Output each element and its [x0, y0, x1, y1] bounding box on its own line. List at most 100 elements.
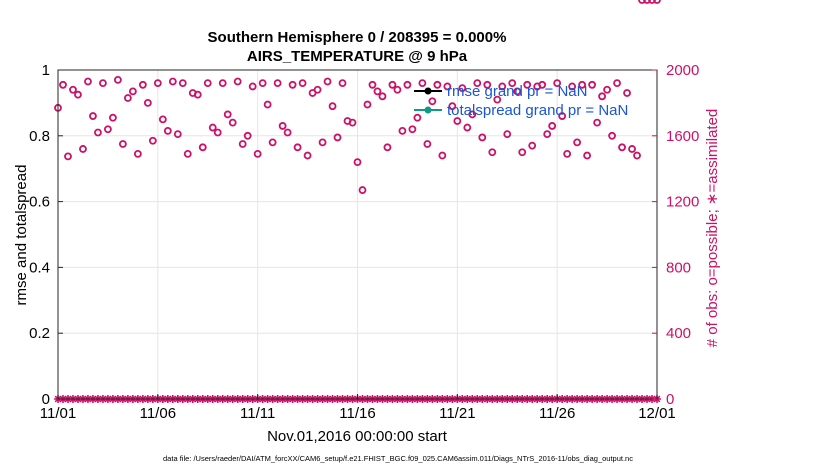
possible-obs-point — [603, 85, 611, 94]
possible-obs-point — [183, 149, 192, 158]
possible-obs-point — [163, 126, 172, 135]
possible-obs-point — [568, 82, 577, 91]
possible-obs-point — [133, 149, 142, 158]
possible-obs-point — [128, 87, 137, 96]
possible-obs-point — [353, 158, 362, 167]
possible-obs-point — [623, 89, 631, 97]
possible-obs-point — [513, 87, 522, 96]
possible-obs-point — [99, 79, 107, 88]
possible-obs-point — [523, 80, 532, 89]
possible-obs-point — [104, 125, 112, 134]
possible-obs-point — [398, 126, 407, 135]
x-tick-label: 11/06 — [140, 405, 176, 422]
possible-obs-point — [153, 79, 162, 88]
possible-obs-point — [74, 90, 82, 99]
possible-obs-point — [203, 79, 212, 88]
possible-obs-point — [518, 148, 527, 157]
x-tick-label: 11/11 — [240, 405, 275, 422]
y-left-tick-label: 1 — [42, 62, 50, 79]
possible-obs-point — [403, 80, 412, 89]
possible-obs-point — [333, 133, 342, 142]
legend-rmse-marker — [424, 87, 432, 95]
possible-obs-point — [428, 97, 437, 106]
x-tick-label: 11/01 — [40, 405, 76, 422]
possible-obs-point — [318, 138, 327, 147]
possible-obs-point — [573, 138, 582, 147]
possible-obs-point — [593, 118, 601, 127]
possible-obs-point — [563, 149, 572, 158]
y-right-tick-label: 1200 — [666, 194, 699, 211]
possible-obs-point — [628, 145, 636, 153]
possible-obs-point — [498, 82, 507, 91]
possible-obs-point — [558, 112, 567, 120]
possible-obs-point — [578, 80, 587, 89]
possible-obs-point — [278, 122, 287, 130]
possible-obs-point — [418, 79, 427, 88]
possible-obs-point — [373, 87, 382, 96]
possible-obs-point — [598, 92, 606, 101]
possible-obs-point — [59, 80, 67, 89]
possible-obs-point — [148, 136, 157, 145]
possible-obs-point — [488, 148, 497, 157]
possible-obs-point — [453, 117, 462, 125]
possible-obs-point — [553, 79, 562, 88]
possible-obs-point — [608, 131, 616, 140]
possible-obs-point — [583, 151, 592, 160]
legend-rmse-label: rmse grand pr = NaN — [447, 83, 587, 100]
possible-obs-point — [588, 80, 597, 89]
possible-obs-point — [293, 143, 302, 152]
possible-obs-point — [328, 102, 337, 111]
legend-totalspread-label: totalspread grand pr = NaN — [447, 102, 628, 119]
possible-obs-point — [178, 79, 187, 88]
possible-obs-point — [114, 75, 122, 84]
possible-obs-point — [543, 130, 552, 139]
tick-labels: 0 0.2 0.4 0.6 0.8 1 0 400 800 1200 1600 2000 11/01 11… — [29, 62, 699, 422]
possible-obs-point — [613, 79, 621, 88]
y-left-tick-label: 0.2 — [29, 325, 50, 342]
possible-obs-point — [263, 100, 272, 109]
possible-obs-point — [283, 128, 292, 137]
possible-obs-point — [118, 140, 127, 148]
possible-obs-point — [253, 149, 262, 158]
possible-obs-point — [268, 138, 277, 147]
possible-obs-point — [438, 151, 447, 160]
x-axis-label: Nov.01,2016 00:00:00 start — [267, 428, 448, 445]
y-right-tick-label: 800 — [666, 259, 691, 276]
possible-obs-point — [233, 77, 242, 86]
possible-obs-point — [653, 0, 661, 4]
possible-obs-point — [448, 102, 457, 111]
possible-obs-point — [388, 80, 397, 89]
possible-obs-point — [123, 94, 132, 102]
legend: rmse grand pr = NaN totalspread grand pr… — [414, 83, 628, 119]
possible-obs-point — [508, 79, 517, 88]
possible-obs-point — [64, 152, 72, 161]
possible-obs-point — [313, 85, 322, 94]
y-right-tick-label: 1600 — [666, 128, 699, 145]
possible-obs-point — [213, 128, 222, 137]
possible-obs-point — [423, 140, 432, 148]
possible-obs-point — [218, 79, 227, 88]
possible-obs-point — [378, 92, 387, 101]
chart-subtitle: AIRS_TEMPERATURE @ 9 hPa — [247, 48, 468, 65]
chart-title: Southern Hemisphere 0 / 208395 = 0.000% — [208, 29, 507, 46]
x-tick-label: 11/16 — [339, 405, 375, 422]
possible-obs-point — [208, 123, 217, 132]
possible-obs-point — [303, 151, 312, 160]
possible-obs-point — [473, 79, 482, 88]
y-left-tick-label: 0.8 — [29, 128, 50, 145]
possible-obs-point — [463, 123, 472, 132]
possible-obs-point — [168, 77, 177, 86]
possible-obs-point — [323, 77, 332, 86]
possible-obs-point — [408, 125, 417, 134]
possible-obs-point — [633, 151, 641, 160]
x-tick-label: 11/21 — [439, 405, 475, 422]
x-tick-label: 11/26 — [539, 405, 575, 422]
possible-obs-point — [243, 131, 252, 140]
y-right-tick-label: 400 — [666, 325, 691, 342]
possible-obs-point — [94, 128, 102, 137]
data-file-footer: data file: /Users/raeder/DAI/ATM_forcXX/… — [163, 454, 633, 463]
y-left-tick-label: 0 — [42, 391, 50, 408]
possible-obs-point — [143, 99, 152, 107]
possible-obs-point — [69, 85, 77, 94]
possible-obs-point — [228, 118, 237, 127]
